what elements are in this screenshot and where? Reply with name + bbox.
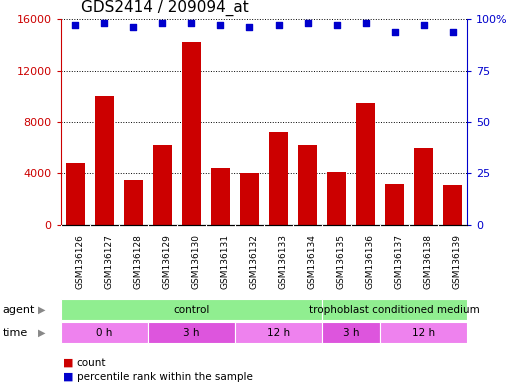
Point [216,22,225,28]
Text: control: control [173,305,210,314]
Bar [61,322,148,343]
Text: GSM136134: GSM136134 [307,234,317,288]
Text: ■: ■ [63,358,74,368]
Bar [182,42,201,225]
Point [420,22,428,28]
Text: agent: agent [3,305,35,314]
Text: time: time [3,328,28,338]
Text: 0 h: 0 h [96,328,112,338]
Point [361,20,370,26]
Text: GSM136130: GSM136130 [192,233,201,289]
Text: GSM136126: GSM136126 [76,234,84,288]
Text: GSM136139: GSM136139 [453,233,462,289]
Point [303,20,312,26]
Point [187,20,196,26]
Text: 12 h: 12 h [267,328,290,338]
Text: ■: ■ [63,372,74,382]
Point [275,22,283,28]
Point [71,22,80,28]
Point [158,20,167,26]
Text: ▶: ▶ [38,305,45,314]
Text: trophoblast conditioned medium: trophoblast conditioned medium [309,305,480,314]
Bar [124,180,143,225]
Bar [235,322,322,343]
Bar [153,145,172,225]
Bar [61,299,322,320]
Text: GDS2414 / 209094_at: GDS2414 / 209094_at [81,0,249,17]
Text: GSM136128: GSM136128 [133,234,143,288]
Point [391,28,399,35]
Bar [148,322,235,343]
Bar [444,185,462,225]
Bar [240,173,259,225]
Text: GSM136135: GSM136135 [337,233,346,289]
Point [449,28,457,35]
Text: count: count [77,358,106,368]
Text: GSM136127: GSM136127 [105,234,114,288]
Text: GSM136132: GSM136132 [250,234,259,288]
Text: GSM136129: GSM136129 [163,234,172,288]
Bar [66,163,84,225]
Point [100,20,109,26]
Bar [269,132,288,225]
Point [333,22,341,28]
Text: GSM136137: GSM136137 [395,233,404,289]
Bar [414,147,433,225]
Point [129,24,138,30]
Text: GSM136133: GSM136133 [279,233,288,289]
Bar [211,168,230,225]
Bar [322,299,467,320]
Text: 3 h: 3 h [183,328,200,338]
Bar [356,103,375,225]
Text: 12 h: 12 h [412,328,435,338]
Bar [322,322,380,343]
Point [245,24,254,30]
Bar [298,145,317,225]
Text: ▶: ▶ [38,328,45,338]
Text: percentile rank within the sample: percentile rank within the sample [77,372,252,382]
Bar [327,172,346,225]
Bar [95,96,114,225]
Bar [380,322,467,343]
Bar [385,184,404,225]
Text: GSM136138: GSM136138 [424,233,433,289]
Text: GSM136131: GSM136131 [221,233,230,289]
Text: GSM136136: GSM136136 [365,233,375,289]
Text: 3 h: 3 h [343,328,360,338]
